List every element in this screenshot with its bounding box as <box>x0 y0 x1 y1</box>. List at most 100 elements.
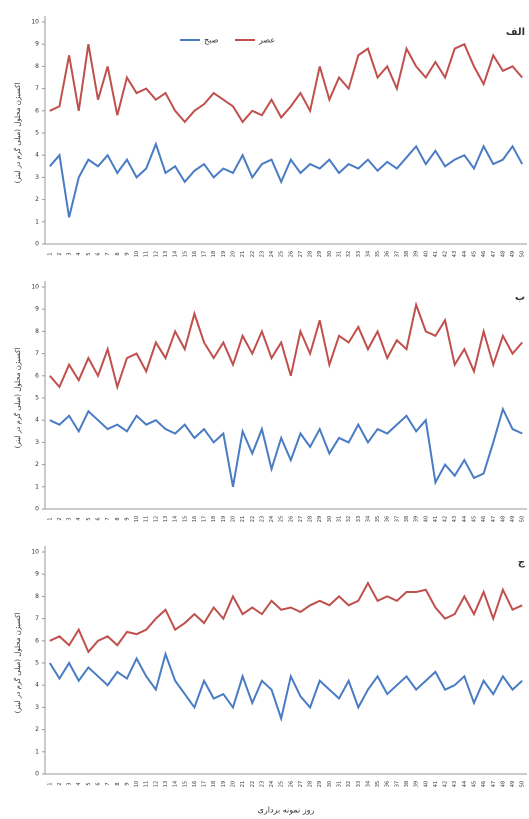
x-tick-label: 10 <box>134 781 140 787</box>
x-tick-label: 25 <box>279 781 285 787</box>
x-tick-label: 41 <box>433 781 439 787</box>
x-tick-label: 40 <box>423 781 429 787</box>
series-line <box>49 580 523 654</box>
x-tick-label: 27 <box>298 781 304 787</box>
y-tick-label: 0 <box>35 771 39 778</box>
x-tick-label: 30 <box>327 251 333 257</box>
y-tick-label: 0 <box>35 506 39 513</box>
x-tick-label: 32 <box>346 516 352 522</box>
y-tick-label: 10 <box>31 549 39 556</box>
series-line <box>49 301 523 391</box>
series-line <box>49 141 524 218</box>
x-tick-label: 13 <box>163 516 169 522</box>
x-tick-label: 3 <box>67 517 73 520</box>
x-tick-label: 31 <box>337 781 343 787</box>
x-tick-label: 21 <box>240 516 246 522</box>
x-tick-label: 44 <box>462 781 468 787</box>
x-tick-label: 41 <box>433 251 439 257</box>
x-tick-label: 11 <box>144 251 150 257</box>
x-tick-label: 47 <box>491 781 497 787</box>
x-tick-label: 22 <box>250 516 256 522</box>
x-tick-label: 30 <box>327 516 333 522</box>
x-tick-label: 22 <box>250 781 256 787</box>
x-tick-label: 44 <box>462 251 468 257</box>
x-tick-label: 21 <box>240 251 246 257</box>
x-axis-label: روز نمونه برداری <box>258 806 315 815</box>
y-tick-label: 8 <box>35 593 39 600</box>
x-tick-label: 17 <box>202 516 208 522</box>
y-tick-label: 4 <box>35 417 39 424</box>
x-tick-label: 16 <box>192 781 198 787</box>
x-tick-label: 3 <box>67 782 73 785</box>
y-tick-label: 10 <box>31 19 39 26</box>
y-tick-label: 8 <box>35 328 39 335</box>
x-tick-label: 36 <box>385 516 391 522</box>
x-tick-label: 7 <box>105 517 111 520</box>
x-tick-label: 50 <box>520 251 526 257</box>
x-tick-label: 8 <box>115 517 121 520</box>
x-tick-label: 38 <box>404 781 410 787</box>
x-tick-label: 40 <box>423 251 429 257</box>
x-tick-label: 28 <box>308 781 314 787</box>
x-tick-label: 37 <box>394 251 400 257</box>
x-tick-label: 11 <box>144 516 150 522</box>
x-tick-label: 24 <box>269 781 275 787</box>
x-tick-label: 42 <box>443 781 449 787</box>
y-tick-label: 4 <box>35 152 39 159</box>
x-tick-label: 34 <box>365 251 371 257</box>
x-tick-label: 26 <box>288 781 294 787</box>
x-tick-label: 43 <box>452 251 458 257</box>
x-tick-label: 20 <box>230 516 236 522</box>
x-tick-label: 14 <box>173 516 179 522</box>
x-tick-label: 32 <box>346 251 352 257</box>
x-tick-label: 31 <box>337 251 343 257</box>
x-tick-label: 32 <box>346 781 352 787</box>
x-tick-label: 25 <box>279 251 285 257</box>
x-tick-label: 49 <box>510 516 516 522</box>
panel-label: ب <box>515 292 525 303</box>
x-tick-label: 23 <box>259 781 265 787</box>
x-tick-label: 50 <box>520 781 526 787</box>
x-tick-label: 16 <box>192 251 198 257</box>
x-tick-label: 1 <box>47 517 53 520</box>
x-tick-label: 8 <box>115 782 121 785</box>
x-tick-label: 45 <box>471 781 477 787</box>
x-tick-label: 45 <box>471 251 477 257</box>
x-tick-label: 9 <box>124 517 130 520</box>
x-tick-label: 14 <box>173 251 179 257</box>
y-tick-label: 2 <box>35 726 39 733</box>
x-tick-label: 13 <box>163 781 169 787</box>
y-tick-label: 9 <box>35 571 39 578</box>
x-tick-label: 2 <box>57 517 63 520</box>
x-tick-label: 49 <box>510 251 516 257</box>
y-tick-label: 2 <box>35 196 39 203</box>
y-tick-label: 3 <box>35 174 39 181</box>
y-axis-label: اکسیژن محلول (میلی گرم در لیتر) <box>13 83 22 184</box>
x-tick-label: 19 <box>221 516 227 522</box>
x-tick-label: 19 <box>221 251 227 257</box>
y-axis-label: اکسیژن محلول (میلی گرم در لیتر) <box>13 348 22 449</box>
y-tick-label: 6 <box>35 372 39 379</box>
x-tick-label: 12 <box>153 251 159 257</box>
x-tick-label: 21 <box>240 781 246 787</box>
x-tick-label: 46 <box>481 516 487 522</box>
x-tick-label: 6 <box>96 252 102 255</box>
y-tick-label: 1 <box>35 748 39 755</box>
legend-label: عصر <box>258 36 275 45</box>
x-tick-label: 39 <box>414 251 420 257</box>
x-tick-label: 18 <box>211 516 217 522</box>
x-tick-label: 48 <box>500 781 506 787</box>
x-tick-label: 1 <box>47 252 53 255</box>
panel-label: الف <box>506 27 525 38</box>
y-tick-label: 1 <box>35 483 39 490</box>
x-tick-label: 25 <box>279 516 285 522</box>
x-tick-label: 37 <box>394 781 400 787</box>
y-tick-label: 8 <box>35 63 39 70</box>
x-tick-label: 3 <box>67 252 73 255</box>
y-tick-label: 6 <box>35 637 39 644</box>
x-tick-label: 48 <box>500 251 506 257</box>
x-tick-label: 14 <box>173 781 179 787</box>
x-tick-label: 48 <box>500 516 506 522</box>
x-tick-label: 20 <box>230 251 236 257</box>
x-tick-label: 5 <box>86 252 92 255</box>
